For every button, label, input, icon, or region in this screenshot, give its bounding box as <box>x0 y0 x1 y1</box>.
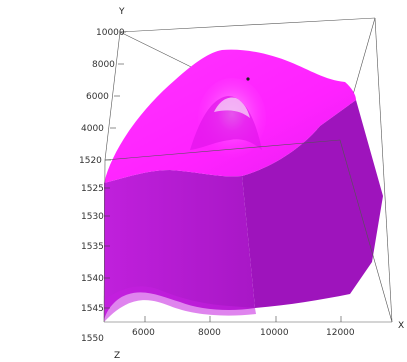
z-tick-label: 1530 <box>81 212 104 222</box>
y-tick-label: 1520 <box>79 156 102 166</box>
volume-front-face <box>104 170 255 322</box>
bounding-box-front <box>103 139 393 323</box>
x-axis-ticks: 6000 8000 10000 12000 <box>132 328 355 338</box>
surface-volume <box>104 49 383 322</box>
y-axis-ticks: 10000 8000 6000 4000 1520 <box>79 28 125 166</box>
z-tick-label: 1525 <box>81 184 104 194</box>
x-tick-label: 12000 <box>326 328 355 338</box>
y-tick-label: 6000 <box>86 92 109 102</box>
z-tick-label: 1545 <box>81 304 104 314</box>
bump-crest <box>214 97 250 118</box>
y-tick-label: 4000 <box>81 124 104 134</box>
volume-bottom-band <box>104 286 256 322</box>
y-tick-label: 10000 <box>96 28 125 38</box>
z-tick-label: 1540 <box>81 274 104 284</box>
volume-right-face <box>242 100 383 308</box>
z-tick-label: 1535 <box>81 242 104 252</box>
x-tick-label: 8000 <box>198 328 221 338</box>
z-axis-label: Z <box>114 351 120 361</box>
x-tick-label: 10000 <box>260 328 289 338</box>
z-axis-ticks: 1525 1530 1535 1540 1545 1550 <box>81 184 104 344</box>
z-tick-label: 1550 <box>81 334 104 344</box>
tick-marks <box>104 31 342 322</box>
surface-marker-dot <box>246 77 250 81</box>
y-axis-label: Y <box>118 7 125 17</box>
x-axis-label: X <box>398 321 404 331</box>
x-tick-label: 6000 <box>132 328 155 338</box>
y-tick-label: 8000 <box>92 60 115 70</box>
